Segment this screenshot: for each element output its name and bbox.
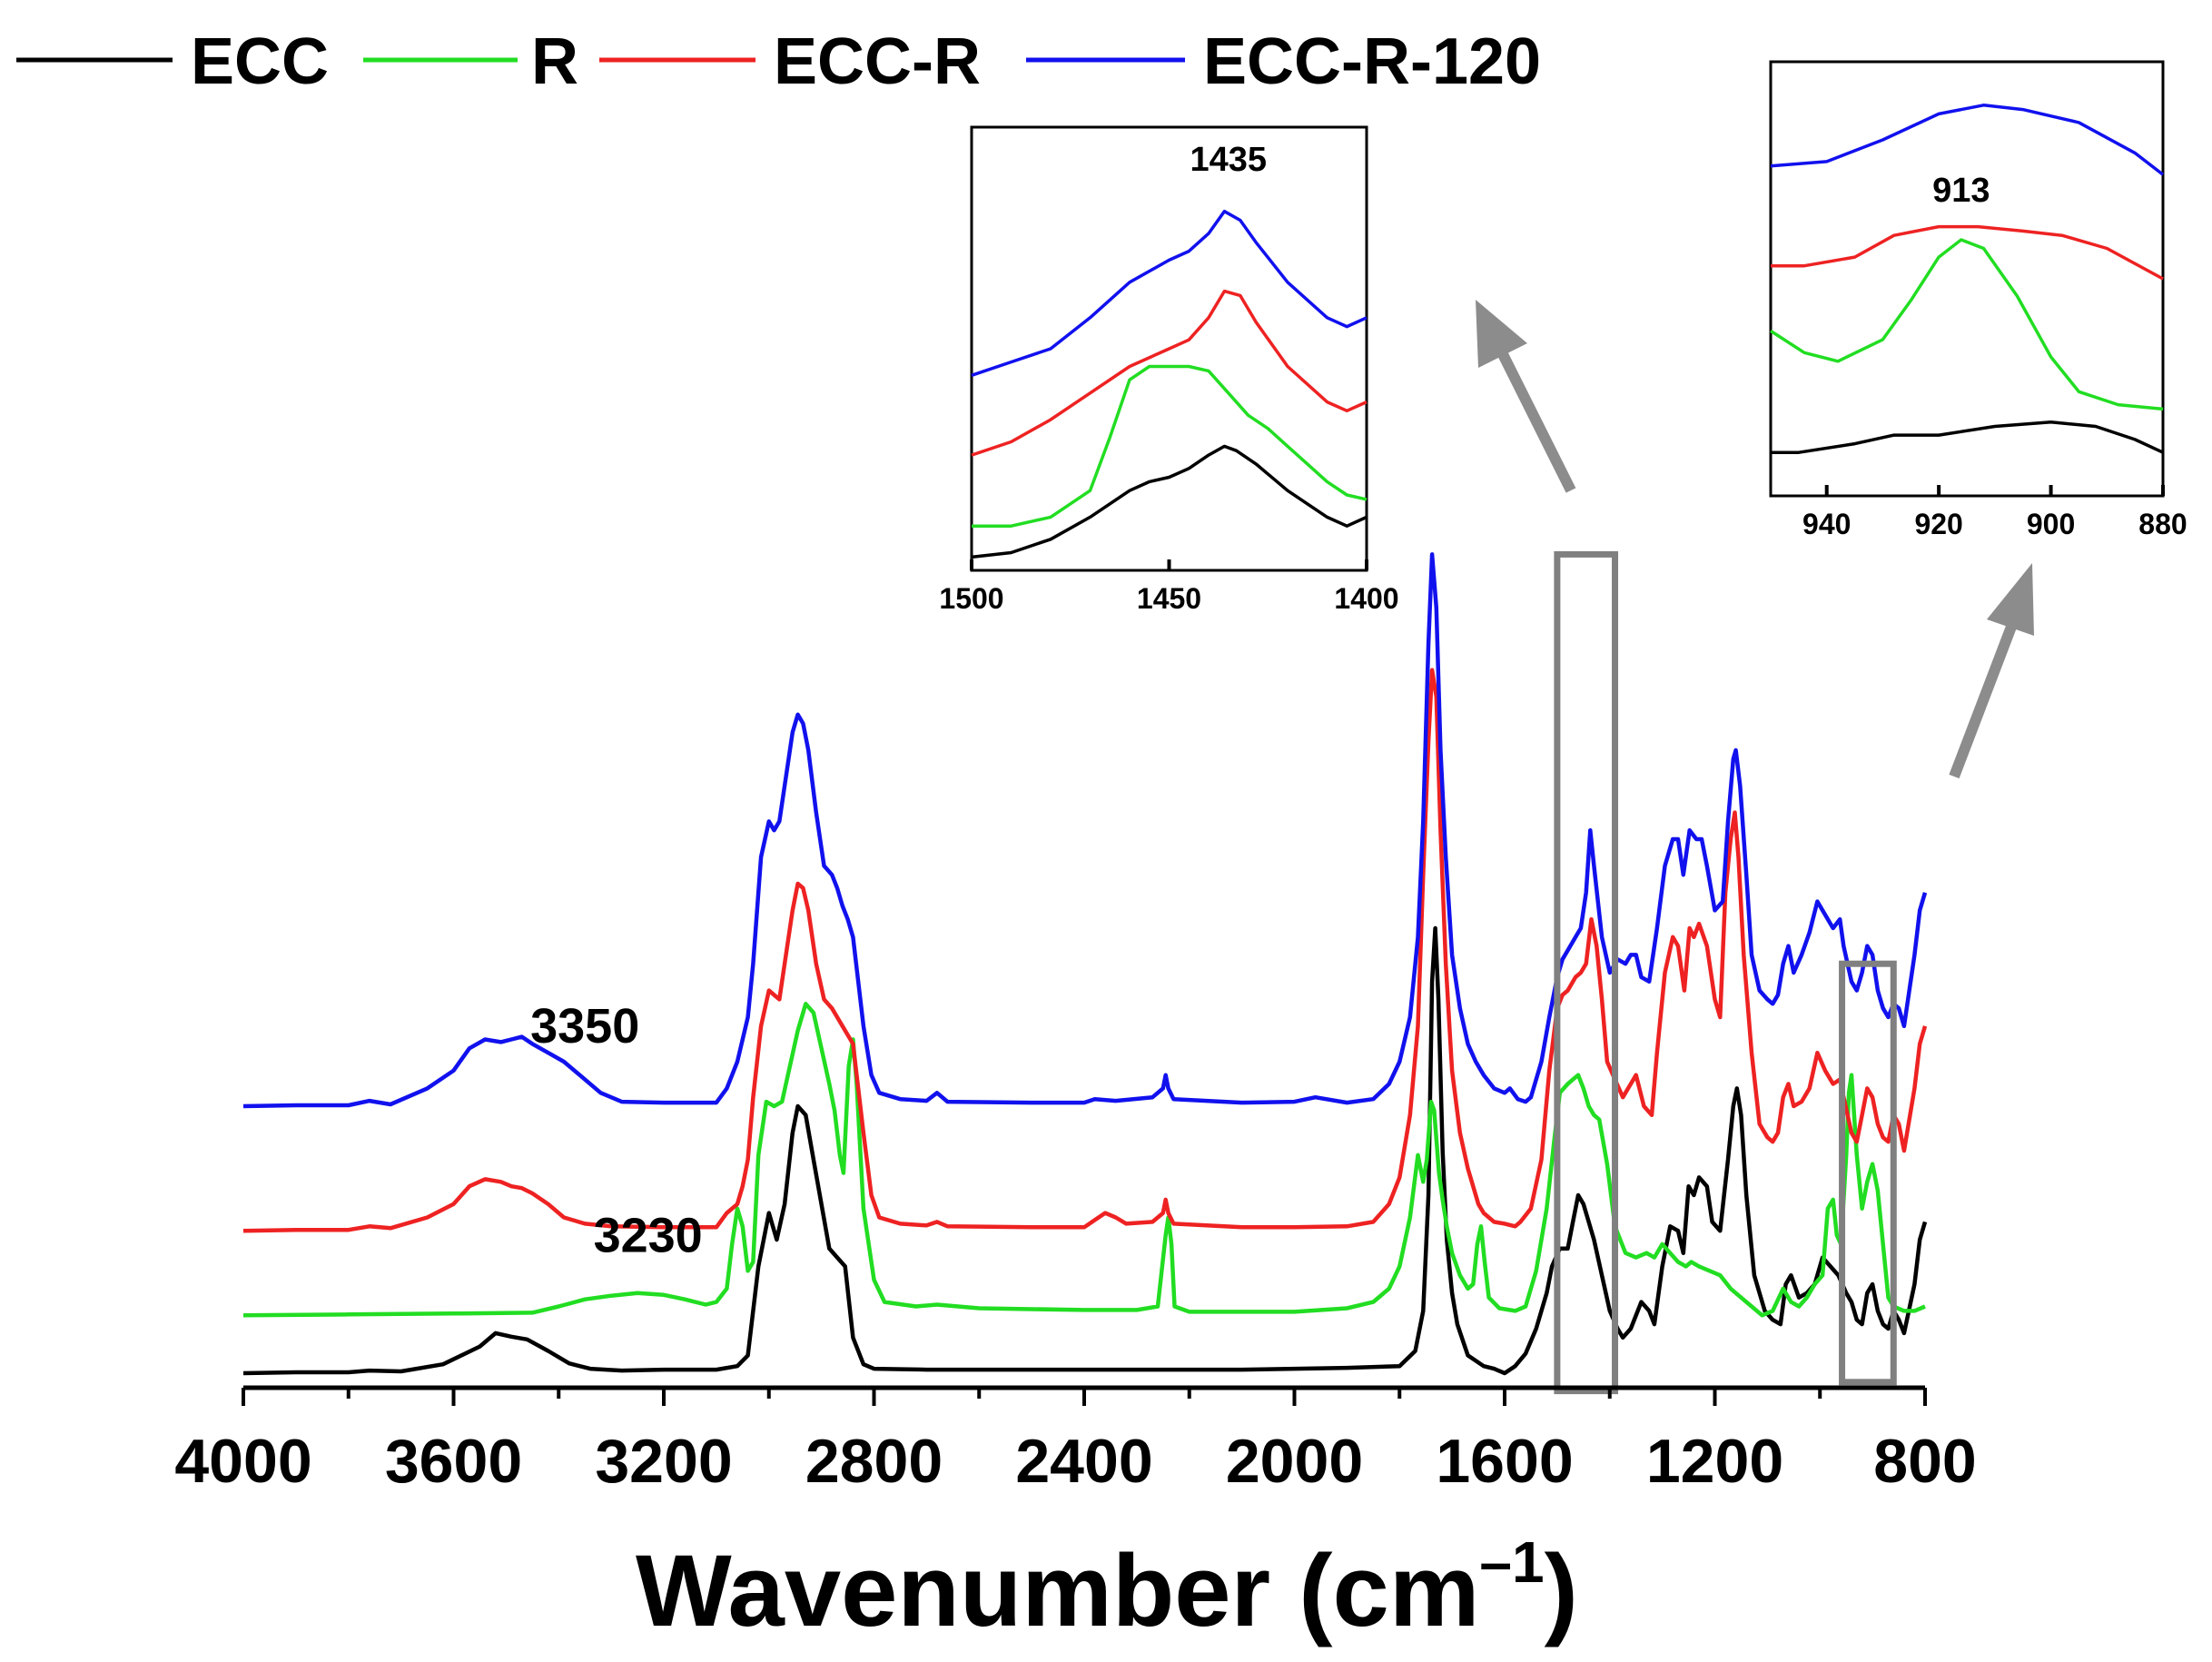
- peak-label-3230: 3230: [594, 1208, 703, 1262]
- legend: ECC R ECC-R ECC-R-120: [16, 25, 1541, 98]
- inset-913-series-ecc-r: [1771, 224, 2164, 281]
- series-ecc-r-120: [242, 552, 1928, 1109]
- x-tick-label-1200: 1200: [1646, 1427, 1783, 1496]
- inset-1435-series-ecc-r: [971, 289, 1368, 457]
- highlight-box-2: [1839, 960, 1897, 1386]
- main-plot: 3350 3230 4000 3600 3200 2800 2400 2000 1600 120…: [174, 550, 1977, 1647]
- x-tick-label-3600: 3600: [385, 1427, 522, 1496]
- x-axis-label-close: ): [1545, 1534, 1578, 1647]
- inset-1435-tick-label-1450: 1450: [1137, 582, 1201, 615]
- x-tick-label-800: 800: [1873, 1427, 1976, 1496]
- x-tick-label-2000: 2000: [1226, 1427, 1363, 1496]
- x-tick-label-4000: 4000: [174, 1427, 311, 1496]
- inset-913-tick-label-880: 880: [2138, 508, 2187, 540]
- inset-1435-series-ecc: [971, 444, 1368, 559]
- inset-1435-tick-label-1400: 1400: [1334, 582, 1398, 615]
- inset-913-annotation: 913: [1932, 172, 1990, 210]
- inset-1435-series-r: [972, 364, 1368, 528]
- x-tick-label-2400: 2400: [1015, 1427, 1152, 1496]
- highlight-boxes: [1554, 550, 1897, 1395]
- inset-1435-annotation: 1435: [1190, 141, 1267, 179]
- inset-913: 913 940 920 900 880: [1769, 60, 2187, 540]
- peak-label-3350: 3350: [530, 999, 639, 1054]
- arrow-1435-head: [1476, 300, 1527, 368]
- x-axis-label: Wavenumber (cm–1): [636, 1529, 1578, 1647]
- legend-label-ecc-r: ECC-R: [774, 25, 981, 98]
- inset-913-spectra: [1770, 104, 2165, 454]
- series-ecc: [242, 925, 1928, 1376]
- series-r: [242, 1002, 1926, 1318]
- inset-913-tick-label-920: 920: [1914, 508, 1962, 540]
- inset-913-x-ticks: 940 920 900 880: [1802, 485, 2187, 540]
- x-axis-ticks: 4000 3600 3200 2800 2400 2000 1600 1200 800: [174, 1388, 1977, 1496]
- x-axis-label-text: Wavenumber (cm: [636, 1534, 1479, 1647]
- inset-913-series-ecc: [1771, 420, 2164, 454]
- arrow-to-inset-913: [1949, 563, 2034, 779]
- inset-1435-spectra: [971, 209, 1368, 559]
- arrow-to-inset-1435: [1476, 300, 1576, 493]
- legend-label-ecc: ECC: [191, 25, 329, 98]
- arrow-913-shaft: [1949, 624, 2017, 779]
- inset-1435: 1435 1500 1450 1400: [939, 125, 1399, 615]
- x-tick-label-1600: 1600: [1436, 1427, 1573, 1496]
- inset-1435-x-ticks: 1500 1450 1400: [939, 559, 1399, 615]
- x-tick-label-2800: 2800: [805, 1427, 943, 1496]
- series-ecc-r: [242, 668, 1928, 1233]
- inset-913-series-ecc-r-120: [1770, 104, 2165, 176]
- arrow-913-head: [1987, 563, 2034, 636]
- x-tick-label-3200: 3200: [595, 1427, 732, 1496]
- arrow-1435-shaft: [1497, 351, 1576, 493]
- legend-label-r: R: [531, 25, 578, 98]
- inset-1435-series-ecc-r-120: [971, 209, 1368, 377]
- inset-1435-tick-label-1500: 1500: [939, 582, 1003, 615]
- highlight-box-1: [1554, 550, 1619, 1395]
- x-axis-label-superscript: –1: [1479, 1529, 1544, 1595]
- inset-913-series-r: [1770, 238, 2164, 411]
- inset-913-tick-label-900: 900: [2027, 508, 2075, 540]
- main-spectra: [242, 552, 1928, 1376]
- main-annotations: 3350 3230: [530, 999, 703, 1262]
- inset-913-tick-label-940: 940: [1802, 508, 1851, 540]
- legend-label-ecc-r-120: ECC-R-120: [1203, 25, 1541, 98]
